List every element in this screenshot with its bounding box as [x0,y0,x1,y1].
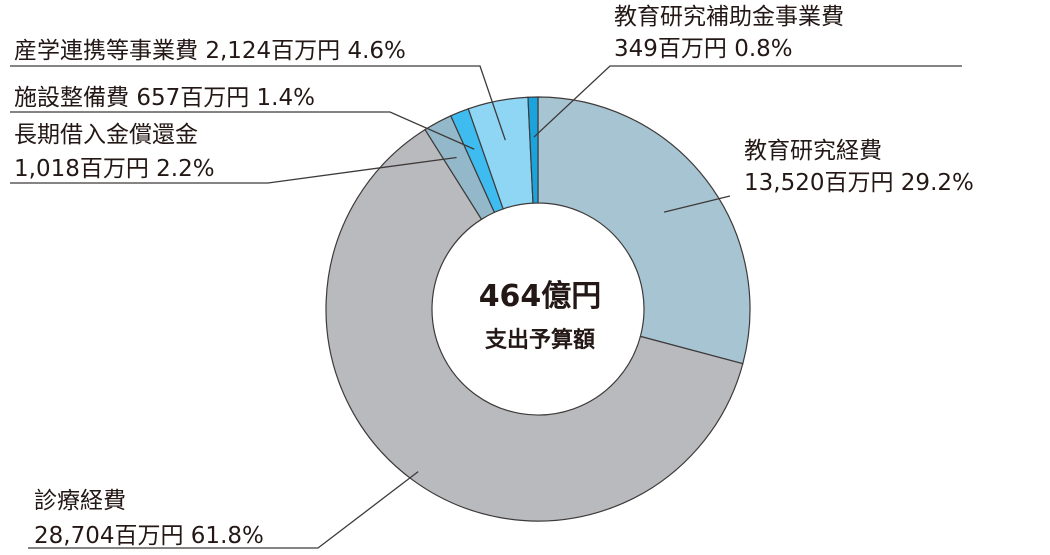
leader-sangaku [10,65,506,141]
leader-hojokin [533,65,962,138]
value-shinryo: 28,704百万円 [34,523,183,549]
label-hojokin-name: 教育研究補助金事業費 [614,4,844,30]
label-sangaku: 産学連携等事業費 2,124百万円 4.6% [14,38,406,64]
percent-shisetsu: 1.4% [257,85,315,111]
center-caption: 支出予算額 [485,327,595,353]
slice-kyoiku-kenkyu [537,96,751,365]
percent-shinryo: 61.8% [191,523,264,549]
leader-choki [10,156,457,184]
label-shisetsu: 施設整備費 657百万円 1.4% [14,85,315,111]
percent-hojokin: 0.8% [734,36,792,62]
label-shinryo-name: 診療経費 [34,488,126,514]
percent-kyoiku-kenkyu: 29.2% [901,170,974,196]
value-sangaku: 2,124百万円 [205,38,340,64]
value-shisetsu: 657百万円 [136,85,249,111]
label-choki-name: 長期借入金償還金 [14,122,198,148]
label-kyoiku-kenkyu-value: 13,520百万円 29.2% [744,170,974,196]
slice-shinryo [325,128,744,522]
percent-choki: 2.2% [156,156,214,182]
leader-shisetsu [10,111,475,150]
center-total: 464億円 [479,279,602,314]
value-kyoiku-kenkyu: 13,520百万円 [744,170,893,196]
label-hojokin-value: 349百万円 0.8% [614,36,793,62]
value-hojokin: 349百万円 [614,36,727,62]
label-choki-value: 1,018百万円 2.2% [14,156,215,182]
leader-shinryo [28,471,419,549]
label-kyoiku-kenkyu-name: 教育研究経費 [744,138,882,164]
leader-kyoiku-kenkyu [663,195,731,213]
label-shinryo-value: 28,704百万円 61.8% [34,523,264,549]
name-sangaku: 産学連携等事業費 [14,38,198,64]
value-choki: 1,018百万円 [14,156,149,182]
name-shisetsu: 施設整備費 [14,85,129,111]
slice-hojokin [527,96,539,204]
leader-lines [10,65,962,549]
slices [325,96,751,522]
percent-sangaku: 4.6% [347,38,405,64]
